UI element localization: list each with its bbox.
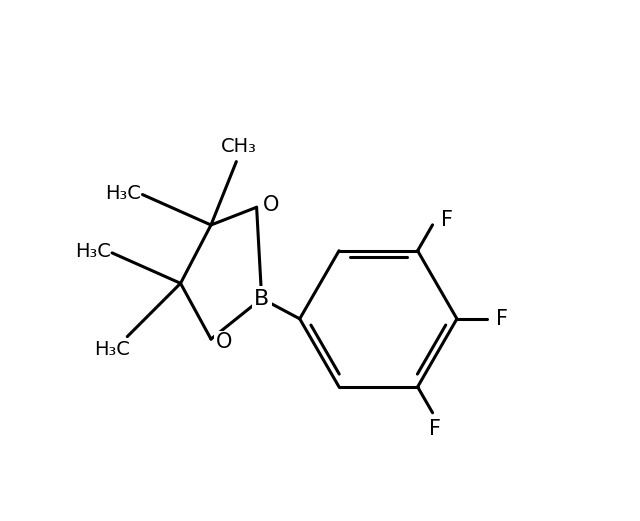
Text: CH₃: CH₃ (221, 137, 257, 156)
Text: F: F (441, 210, 452, 230)
Text: B: B (254, 289, 269, 308)
Text: H₃C: H₃C (106, 183, 141, 203)
Text: H₃C: H₃C (75, 242, 111, 261)
Text: H₃C: H₃C (94, 340, 130, 359)
Text: F: F (429, 419, 441, 439)
Text: O: O (216, 332, 232, 352)
Text: F: F (496, 309, 508, 329)
Text: O: O (262, 195, 279, 215)
